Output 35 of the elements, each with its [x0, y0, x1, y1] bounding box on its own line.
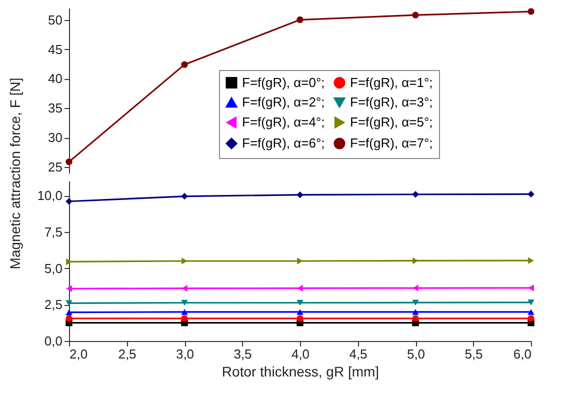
x-tick-label: 6,0	[513, 346, 532, 362]
y-tick-label: 25	[48, 160, 62, 175]
x-tick-label: 4,0	[291, 346, 310, 362]
point	[412, 12, 419, 18]
legend-label: F=f(gR), α=3°;	[350, 94, 433, 110]
x-tick-label: 3,0	[176, 346, 194, 362]
point	[66, 158, 72, 166]
legend-label: F=f(gR), α=0°;	[242, 74, 325, 90]
point	[528, 8, 534, 15]
x-tick-label: 5,0	[406, 346, 426, 362]
y-tick-label: 5,0	[44, 260, 62, 276]
point	[296, 16, 304, 24]
legend-label: F=f(gR), α=1°;	[350, 74, 433, 90]
point	[181, 61, 188, 68]
x-tick-label: 5,5	[464, 346, 483, 362]
y-tick-label: 7,5	[44, 224, 62, 240]
x-axis-title: Rotor thickness, gR [mm]	[222, 364, 380, 380]
y-tick-label: 0,0	[44, 334, 62, 348]
y-axis-title: Magnetic attraction force, F [N]	[7, 78, 24, 270]
y-tick-label: 2,5	[44, 297, 62, 312]
x-tick-label: 2,5	[118, 346, 136, 362]
legend-label: F=f(gR), α=4°;	[242, 114, 325, 130]
legend-label: F=f(gR), α=5°;	[350, 114, 433, 130]
legend-label: F=f(gR), α=7°;	[350, 136, 433, 150]
x-tick-label: 2,0	[70, 346, 88, 362]
legend-label: F=f(gR), α=6°;	[242, 136, 325, 150]
y-tick-label: 30	[48, 130, 62, 146]
y-tick-label: 10,0	[37, 188, 62, 204]
y-tick-label: 45	[48, 42, 62, 57]
legend-label: F=f(gR), α=2°;	[242, 94, 325, 110]
y-tick-label: 50	[48, 12, 62, 28]
x-tick-label: 4,5	[349, 346, 368, 362]
y-tick-label: 35	[48, 100, 62, 116]
y-tick-label: 40	[48, 71, 62, 86]
x-tick-label: 3,5	[234, 346, 252, 362]
